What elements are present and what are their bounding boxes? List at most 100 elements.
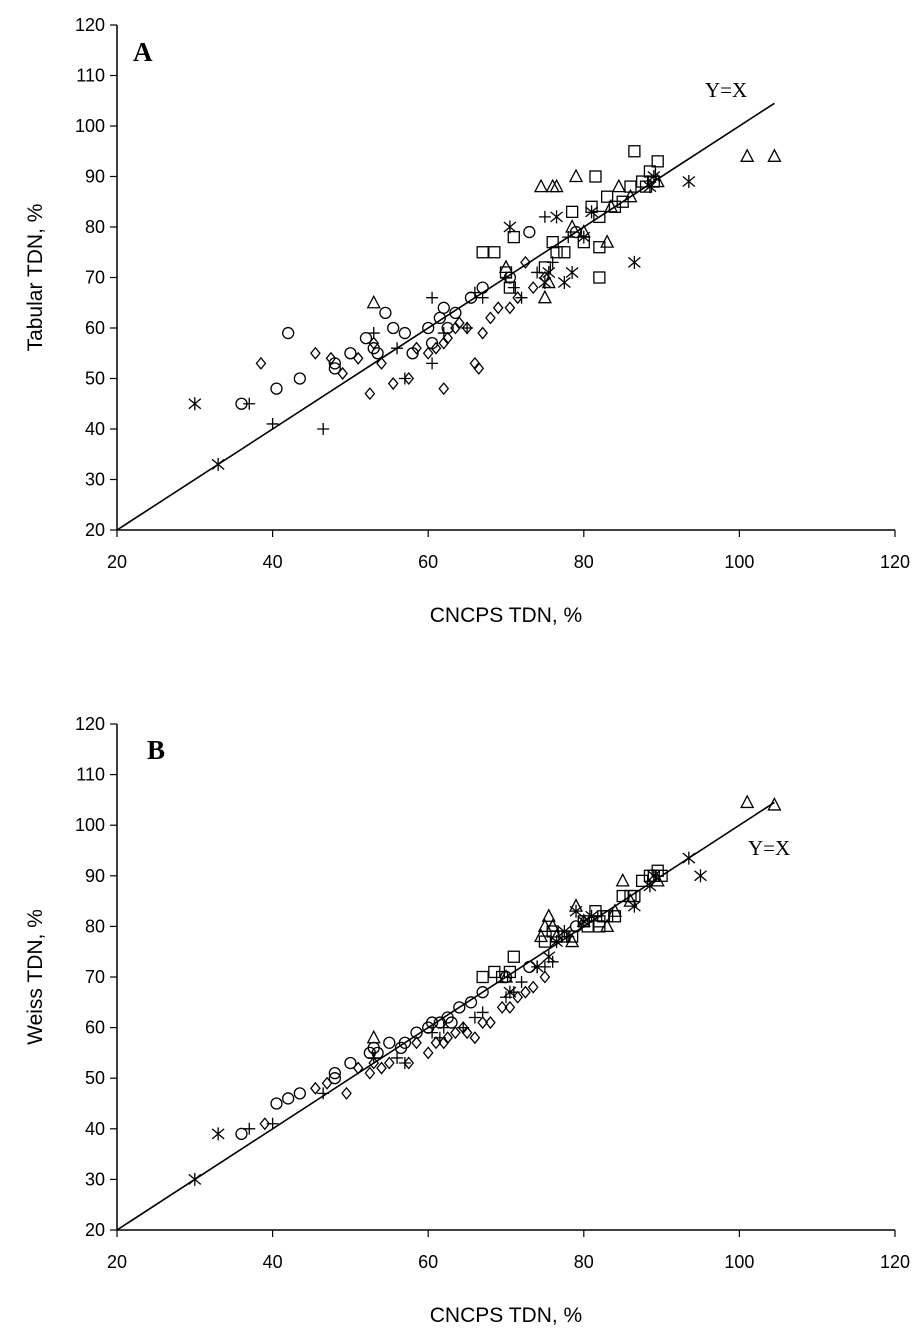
data-point-diamond [492, 301, 504, 315]
data-point-plus [266, 417, 279, 430]
data-point-asterisk [211, 1127, 225, 1141]
data-point-diamond [450, 1026, 461, 1040]
x-tick-label: 20 [107, 1252, 127, 1272]
data-point-diamond [403, 371, 415, 386]
x-tick-label: 100 [724, 552, 754, 572]
data-point-square [624, 180, 637, 193]
data-point-diamond [352, 351, 364, 365]
data-point-diamond [259, 1117, 271, 1131]
data-point-diamond [422, 346, 434, 360]
data-point-circle [422, 321, 435, 335]
y-tick-label: 90 [85, 167, 105, 187]
data-point-triangle [607, 903, 622, 917]
data-point-plus [476, 1006, 489, 1019]
data-point-asterisk [188, 1172, 202, 1186]
data-point-asterisk [643, 180, 657, 194]
data-point-diamond [496, 1000, 508, 1014]
data-point-square [546, 235, 559, 249]
data-point-asterisk [538, 276, 552, 290]
y-tick-label: 90 [85, 866, 105, 886]
data-point-triangle [537, 918, 552, 933]
data-point-asterisk [647, 170, 661, 183]
data-point-circle [476, 986, 489, 999]
data-point-asterisk [530, 960, 544, 974]
data-point-asterisk [557, 924, 571, 938]
data-point-diamond [411, 341, 422, 355]
data-point-asterisk [550, 210, 563, 224]
data-point-circle [359, 331, 373, 345]
data-point-diamond [368, 1056, 380, 1070]
series-triangle [366, 148, 782, 309]
data-point-plus [426, 357, 439, 370]
y-axis-title: Tabular TDN, % [24, 204, 47, 352]
data-point-diamond [368, 336, 380, 350]
data-point-asterisk [503, 985, 517, 999]
data-point-asterisk [627, 899, 641, 913]
data-point-square [503, 281, 517, 294]
data-point-diamond [364, 387, 376, 401]
y-tick-label: 70 [85, 967, 105, 987]
chart-panel-a: 20 30 40 50 60 70 80 90 100 110 120 20 40 60 80 100 120 C… [24, 15, 910, 627]
data-point-plus [266, 1117, 279, 1130]
data-point-diamond [504, 301, 516, 315]
data-point-diamond [422, 1046, 434, 1060]
x-axis-title: CNCPS TDN, % [430, 1304, 582, 1327]
data-point-plus [426, 291, 439, 304]
data-point-square [565, 930, 579, 943]
data-point-diamond [383, 1056, 395, 1070]
data-point-diamond [473, 361, 485, 375]
data-point-plus [243, 397, 256, 410]
series-asterisk [188, 170, 696, 471]
data-point-plus [367, 1051, 380, 1064]
data-point-triangle [366, 294, 381, 309]
y-tick-label: 50 [85, 369, 105, 389]
series-square [476, 864, 668, 984]
data-point-diamond [430, 1036, 442, 1050]
data-point-plus [538, 210, 551, 223]
data-point-square [507, 950, 520, 963]
y-tick-label: 120 [75, 714, 105, 734]
data-point-triangle [650, 173, 665, 188]
x-tick-label: 80 [574, 1252, 594, 1272]
data-point-asterisk [585, 205, 598, 219]
y-tick-label: 110 [76, 66, 105, 86]
data-point-circle [235, 1127, 248, 1141]
y-tick-label: 20 [85, 1220, 105, 1240]
data-point-diamond [321, 1076, 333, 1090]
data-point-diamond [310, 1081, 321, 1095]
data-point-square [600, 190, 614, 203]
data-point-asterisk [569, 904, 583, 918]
data-point-asterisk [577, 914, 591, 928]
data-point-triangle [537, 289, 552, 304]
panel-label: B [147, 735, 165, 765]
data-point-diamond [337, 366, 348, 380]
data-point-diamond [539, 970, 551, 984]
data-point-circle [344, 347, 357, 360]
data-point-asterisk [682, 851, 696, 865]
data-point-asterisk [188, 397, 202, 411]
data-point-circle [270, 382, 283, 395]
y-tick-label: 30 [85, 470, 105, 490]
data-point-diamond [364, 1066, 376, 1080]
data-point-diamond [438, 382, 450, 396]
data-point-diamond [387, 377, 399, 391]
data-point-circle [371, 347, 384, 360]
data-point-diamond [485, 311, 496, 325]
y-tick-label: 40 [85, 419, 105, 439]
data-point-diamond [352, 1061, 364, 1075]
data-point-diamond [430, 341, 442, 355]
data-point-diamond [403, 1056, 415, 1070]
data-point-square [616, 889, 629, 903]
data-point-diamond [376, 1061, 387, 1075]
y-tick-label: 60 [85, 318, 105, 338]
data-point-square [476, 246, 489, 259]
x-tick-label: 100 [724, 1252, 754, 1272]
data-point-triangle [650, 872, 665, 887]
data-point-plus [398, 372, 411, 385]
data-point-triangle [740, 148, 755, 162]
y-tick-label: 80 [85, 217, 105, 237]
y-tick-label: 110 [76, 765, 105, 785]
x-tick-label: 20 [107, 552, 127, 572]
data-point-plus [461, 322, 474, 334]
